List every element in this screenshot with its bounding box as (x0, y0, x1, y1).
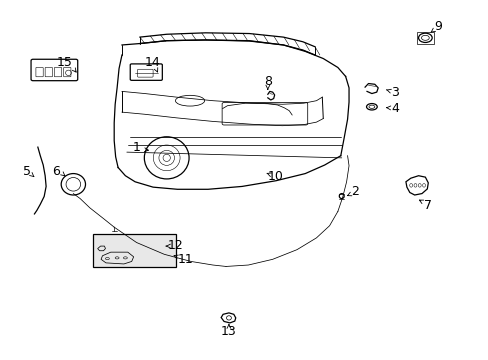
Text: 6: 6 (52, 165, 60, 177)
Text: 7: 7 (424, 198, 431, 212)
Text: 4: 4 (390, 102, 398, 115)
Text: 12: 12 (167, 239, 183, 252)
Text: 14: 14 (144, 56, 160, 69)
Text: 11: 11 (177, 253, 193, 266)
Text: 2: 2 (351, 185, 359, 198)
Text: 15: 15 (57, 56, 72, 69)
Text: 13: 13 (221, 325, 236, 338)
Text: 8: 8 (264, 75, 271, 88)
Text: 5: 5 (22, 165, 31, 177)
Text: 3: 3 (390, 86, 398, 99)
Text: 10: 10 (267, 170, 284, 183)
Text: 9: 9 (433, 20, 441, 33)
Text: 1: 1 (132, 141, 140, 154)
FancyBboxPatch shape (93, 234, 176, 267)
